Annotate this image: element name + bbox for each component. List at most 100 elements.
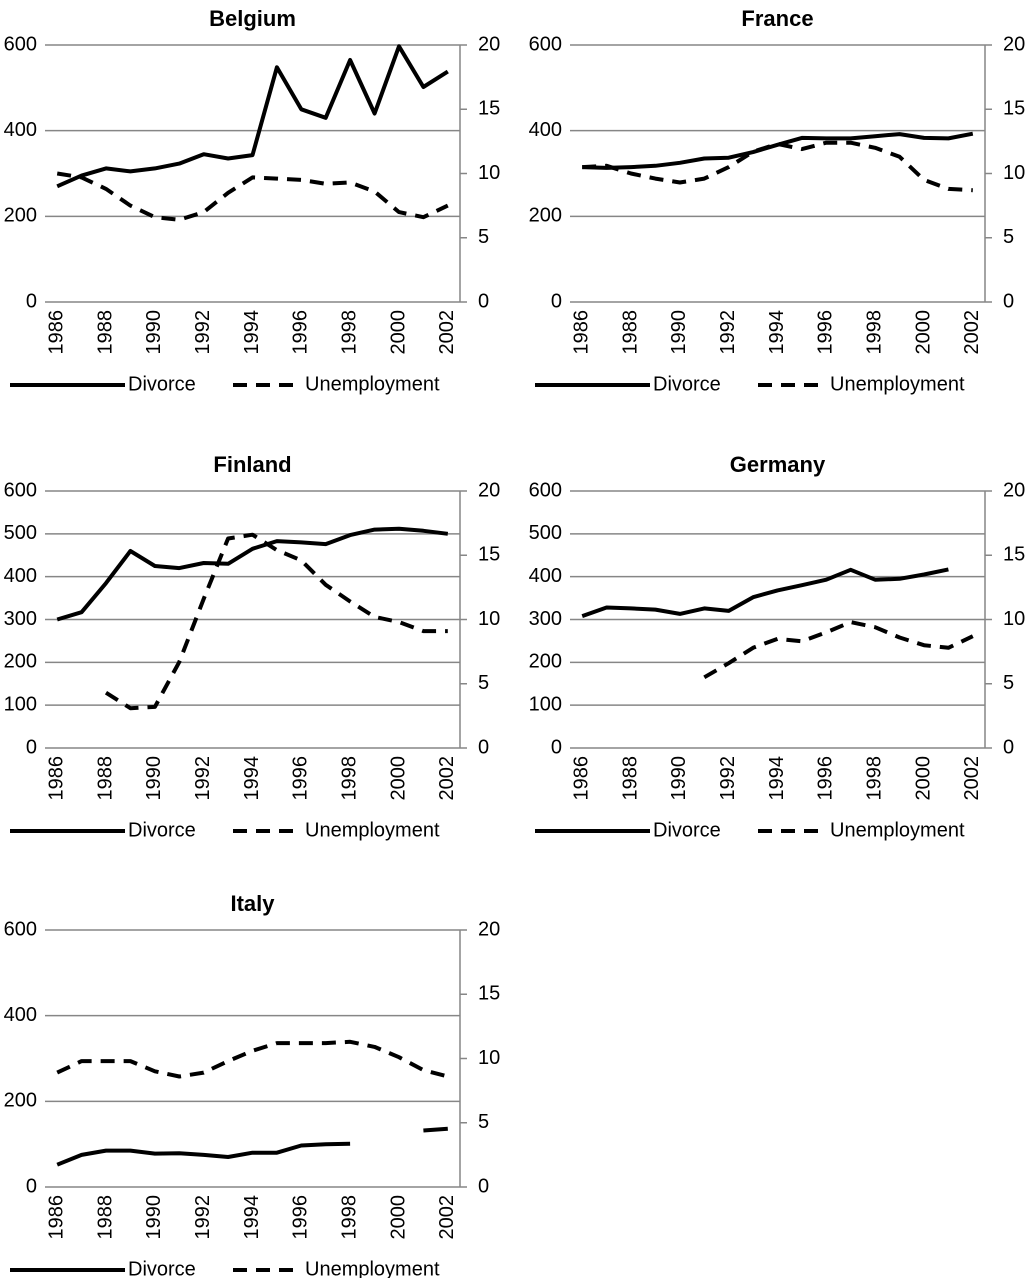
x-tick-label: 1996 xyxy=(290,1195,312,1240)
y-tick-label: 600 xyxy=(4,33,37,55)
data-line xyxy=(56,171,449,222)
y2-tick-label: 10 xyxy=(1003,162,1025,184)
y-tick-label: 100 xyxy=(4,693,37,715)
y2-tick-label: 10 xyxy=(478,608,500,630)
y-tick-label: 400 xyxy=(4,565,37,587)
y2-tick-label: 15 xyxy=(1003,544,1025,566)
x-tick-label: 1986 xyxy=(45,1195,67,1240)
data-line xyxy=(703,620,974,680)
y-tick-label: 500 xyxy=(4,522,37,544)
chart-title: Finland xyxy=(213,452,291,477)
x-tick-label: 2000 xyxy=(387,310,409,355)
y-tick-label: 300 xyxy=(529,608,562,630)
subplot: Germany 0 100 200 300 400 500 600 0 5 10 15 20 1986 19… xyxy=(529,452,1026,841)
x-tick-label: 1996 xyxy=(815,310,837,355)
y2-tick-label: 20 xyxy=(1003,479,1025,501)
y2-tick-label: 20 xyxy=(1003,33,1025,55)
x-tick-label: 1990 xyxy=(143,1195,165,1240)
y2-tick-label: 20 xyxy=(478,33,500,55)
y2-tick-label: 15 xyxy=(478,983,500,1005)
x-tick-label: 1992 xyxy=(192,310,214,355)
y-tick-label: 500 xyxy=(529,522,562,544)
data-line xyxy=(56,1039,449,1079)
x-tick-label: 2000 xyxy=(912,756,934,801)
x-tick-label: 1998 xyxy=(338,310,360,355)
x-tick-label: 1990 xyxy=(143,310,165,355)
y-tick-label: 400 xyxy=(529,119,562,141)
x-tick-label: 1986 xyxy=(45,756,67,801)
legend-label: Divorce xyxy=(128,819,196,841)
y2-tick-label: 10 xyxy=(478,1047,500,1069)
y2-tick-label: 15 xyxy=(1003,98,1025,120)
x-tick-label: 1986 xyxy=(570,310,592,355)
y-tick-label: 200 xyxy=(4,1090,37,1112)
x-tick-label: 2000 xyxy=(387,1195,409,1240)
data-line xyxy=(56,1126,448,1167)
y2-tick-label: 5 xyxy=(478,672,489,694)
x-tick-label: 1988 xyxy=(619,756,641,801)
x-tick-label: 1990 xyxy=(143,756,165,801)
y2-tick-label: 5 xyxy=(478,1111,489,1133)
chart-title: Belgium xyxy=(209,6,296,31)
x-tick-label: 1990 xyxy=(668,310,690,355)
chart-title: France xyxy=(741,6,813,31)
x-tick-label: 1992 xyxy=(717,756,739,801)
chart-title: Germany xyxy=(730,452,826,477)
x-tick-label: 2002 xyxy=(436,1195,458,1240)
data-line xyxy=(56,526,449,622)
y-tick-label: 0 xyxy=(26,736,37,758)
subplot: Finland 0 100 200 300 400 500 600 0 5 10 15 20 1986 19… xyxy=(4,452,501,841)
y2-tick-label: 0 xyxy=(478,736,489,758)
y-tick-label: 200 xyxy=(4,651,37,673)
x-tick-label: 1994 xyxy=(766,310,788,355)
y2-tick-label: 15 xyxy=(478,98,500,120)
y-tick-label: 200 xyxy=(529,651,562,673)
y-tick-label: 200 xyxy=(529,205,562,227)
y-tick-label: 400 xyxy=(4,119,37,141)
data-line xyxy=(104,532,448,711)
y-tick-label: 400 xyxy=(529,565,562,587)
y-tick-label: 400 xyxy=(4,1004,37,1026)
x-tick-label: 1998 xyxy=(338,1195,360,1240)
subplot: Italy 0 200 400 600 0 5 10 15 20 1986 1988 1990 1992 1… xyxy=(4,891,501,1278)
data-line xyxy=(581,567,949,618)
x-tick-label: 1988 xyxy=(94,310,116,355)
y2-tick-label: 20 xyxy=(478,479,500,501)
x-tick-label: 1998 xyxy=(338,756,360,801)
legend-label: Divorce xyxy=(653,819,721,841)
y2-tick-label: 10 xyxy=(1003,608,1025,630)
y2-tick-label: 15 xyxy=(478,544,500,566)
y2-tick-label: 5 xyxy=(1003,672,1014,694)
y-tick-label: 200 xyxy=(4,205,37,227)
x-tick-label: 2002 xyxy=(961,756,983,801)
y-tick-label: 0 xyxy=(551,290,562,312)
y-tick-label: 600 xyxy=(4,918,37,940)
x-tick-label: 2002 xyxy=(961,310,983,355)
x-tick-label: 1986 xyxy=(570,756,592,801)
x-tick-label: 1998 xyxy=(863,756,885,801)
y2-tick-label: 5 xyxy=(478,226,489,248)
y-tick-label: 300 xyxy=(4,608,37,630)
x-tick-label: 1996 xyxy=(290,756,312,801)
x-tick-label: 1990 xyxy=(668,756,690,801)
legend-label: Divorce xyxy=(128,373,196,395)
y-tick-label: 0 xyxy=(26,290,37,312)
x-tick-label: 1994 xyxy=(241,756,263,801)
x-tick-label: 1988 xyxy=(619,310,641,355)
legend-label: Unemployment xyxy=(305,373,440,395)
y-tick-label: 600 xyxy=(4,479,37,501)
x-tick-label: 1996 xyxy=(290,310,312,355)
y-tick-label: 0 xyxy=(26,1175,37,1197)
x-tick-label: 1992 xyxy=(192,756,214,801)
y2-tick-label: 0 xyxy=(1003,736,1014,758)
x-tick-label: 2002 xyxy=(436,310,458,355)
x-tick-label: 1986 xyxy=(45,310,67,355)
x-tick-label: 1994 xyxy=(241,310,263,355)
y2-tick-label: 20 xyxy=(478,918,500,940)
x-tick-label: 1994 xyxy=(241,1195,263,1240)
y2-tick-label: 0 xyxy=(478,290,489,312)
data-line xyxy=(56,44,449,189)
legend-label: Divorce xyxy=(653,373,721,395)
subplot: Belgium 0 200 400 600 0 5 10 15 20 1986 1988 1990 199… xyxy=(4,6,501,395)
